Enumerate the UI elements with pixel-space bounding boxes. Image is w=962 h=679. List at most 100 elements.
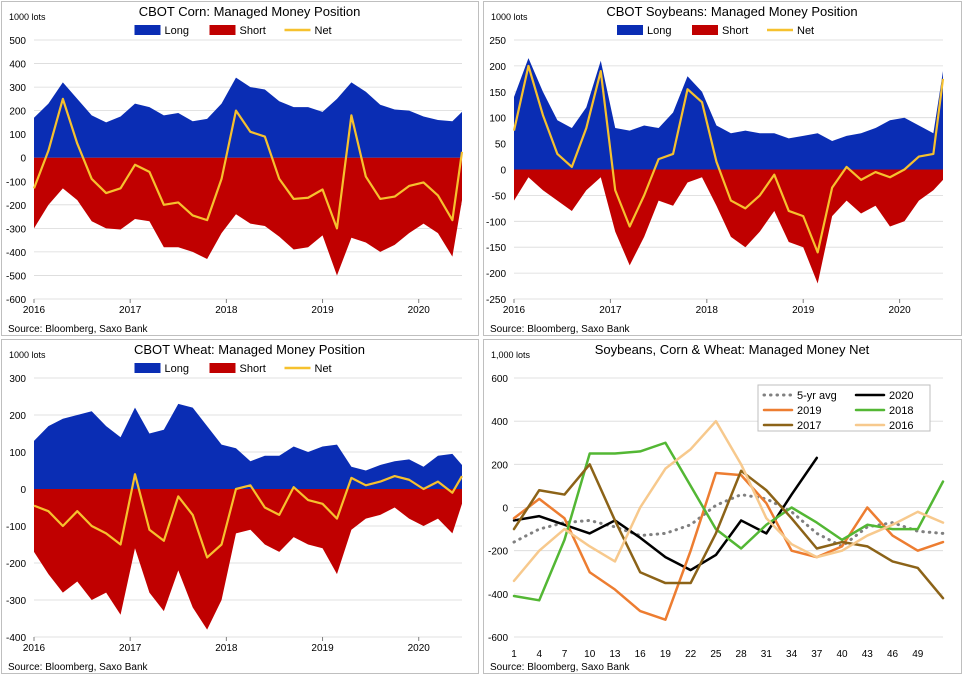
source-label: Source: Bloomberg, Saxo Bank	[490, 324, 631, 335]
y-tick-label: 100	[489, 114, 506, 125]
x-tick-label: 2016	[503, 305, 526, 316]
x-tick-label: 2020	[408, 643, 431, 654]
y-tick-label: -200	[486, 269, 506, 280]
legend-swatch	[617, 25, 643, 35]
y-tick-label: -400	[6, 248, 26, 259]
legend-label: Long	[165, 25, 189, 37]
legend-label: Short	[722, 25, 748, 37]
x-tick-label: 34	[786, 649, 798, 660]
x-tick-label: 46	[887, 649, 899, 660]
x-tick-label: 2020	[408, 305, 431, 316]
chart-panel-2: CBOT Soybeans: Managed Money Position 100…	[483, 1, 962, 336]
x-tick-label: 16	[635, 649, 647, 660]
y-tick-label: 200	[491, 460, 508, 471]
y-tick-label: 0	[20, 154, 26, 165]
y-tick-label: 100	[9, 130, 26, 141]
legend-swatch	[692, 25, 718, 35]
x-tick-label: 10	[584, 649, 596, 660]
y-tick-label: -400	[488, 590, 508, 601]
legend-label: Long	[647, 25, 671, 37]
legend-label: 5-yr avg	[797, 390, 837, 402]
source-label: Source: Bloomberg, Saxo Bank	[490, 662, 631, 673]
y-tick-label: -100	[6, 522, 26, 533]
x-tick-label: 2018	[696, 305, 719, 316]
y-tick-label: 250	[489, 36, 506, 47]
y-tick-label: 0	[500, 166, 506, 177]
x-tick-label: 2018	[215, 305, 238, 316]
x-tick-label: 49	[912, 649, 924, 660]
chart-panel-3: CBOT Wheat: Managed Money Position 1000 l…	[1, 339, 479, 674]
y-tick-label: 300	[9, 83, 26, 94]
y-tick-label: -300	[6, 224, 26, 235]
unit-label: 1,000 lots	[491, 350, 531, 360]
y-tick-label: -200	[488, 547, 508, 558]
long-area	[34, 403, 462, 489]
y-tick-label: 400	[491, 417, 508, 428]
x-tick-label: 43	[862, 649, 874, 660]
x-tick-label: 4	[536, 649, 542, 660]
y-tick-label: -100	[486, 217, 506, 228]
y-tick-label: -600	[6, 295, 26, 306]
series-line-2020	[512, 456, 819, 572]
long-area	[34, 77, 462, 158]
legend-label: Short	[240, 25, 266, 37]
net-line	[32, 97, 464, 230]
net-line	[33, 473, 463, 559]
y-tick-label: 0	[20, 485, 26, 496]
x-tick-label: 2019	[311, 643, 334, 654]
legend-label: Net	[315, 25, 332, 37]
x-tick-label: 2017	[599, 305, 622, 316]
chart-title: Soybeans, Corn & Wheat: Managed Money Ne…	[595, 342, 870, 357]
chart-panel-1: CBOT Corn: Managed Money Position 1000 lo…	[1, 1, 479, 336]
x-tick-label: 2016	[23, 305, 46, 316]
legend-label: 2019	[797, 405, 821, 417]
y-tick-label: -200	[6, 559, 26, 570]
y-tick-label: 200	[9, 411, 26, 422]
x-tick-label: 28	[736, 649, 748, 660]
x-tick-label: 2016	[23, 643, 46, 654]
y-tick-label: -500	[6, 271, 26, 282]
y-tick-label: -150	[486, 243, 506, 254]
x-tick-label: 2017	[119, 305, 142, 316]
legend-swatch	[134, 363, 161, 373]
legend-label: Net	[797, 25, 814, 37]
legend-label: 2016	[889, 420, 913, 432]
source-label: Source: Bloomberg, Saxo Bank	[8, 662, 149, 673]
chart-panel-4: Soybeans, Corn & Wheat: Managed Money Ne…	[483, 339, 962, 674]
x-tick-label: 19	[660, 649, 672, 660]
legend-swatch	[134, 25, 161, 35]
x-tick-label: 2019	[792, 305, 815, 316]
legend-label: 2020	[889, 390, 913, 402]
source-label: Source: Bloomberg, Saxo Bank	[8, 324, 149, 335]
y-tick-label: -400	[6, 633, 26, 644]
short-area	[514, 169, 943, 284]
legend-label: Short	[240, 363, 266, 375]
net-line	[512, 64, 945, 254]
y-tick-label: -600	[488, 633, 508, 644]
unit-label: 1000 lots	[9, 350, 46, 360]
legend-label: Long	[165, 363, 189, 375]
y-tick-label: 0	[502, 504, 508, 515]
x-tick-label: 37	[811, 649, 823, 660]
chart-title: CBOT Corn: Managed Money Position	[139, 4, 361, 19]
x-tick-label: 13	[609, 649, 621, 660]
y-tick-label: -50	[492, 191, 507, 202]
series-line-2016	[512, 419, 945, 583]
legend-label: Net	[315, 363, 332, 375]
legend-label: 2018	[889, 405, 913, 417]
x-tick-label: 2017	[119, 643, 142, 654]
y-tick-label: -250	[486, 295, 506, 306]
x-tick-label: 31	[761, 649, 773, 660]
short-area	[34, 489, 462, 630]
y-tick-label: 600	[491, 374, 508, 385]
y-tick-label: -300	[6, 596, 26, 607]
y-tick-label: 200	[9, 107, 26, 118]
y-tick-label: 100	[9, 448, 26, 459]
y-tick-label: -100	[6, 177, 26, 188]
y-tick-label: 400	[9, 60, 26, 71]
y-tick-label: -200	[6, 201, 26, 212]
x-tick-label: 7	[562, 649, 568, 660]
unit-label: 1000 lots	[9, 12, 46, 22]
